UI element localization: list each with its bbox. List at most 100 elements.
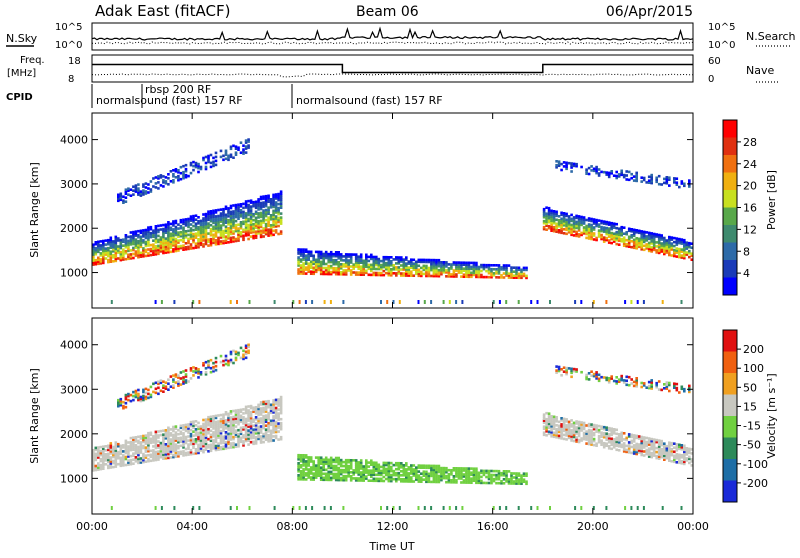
power-cell-673 xyxy=(230,211,233,214)
velocity-cell-712 xyxy=(237,429,240,432)
power-cell-1178 xyxy=(300,264,303,267)
power-cell-1153 xyxy=(242,144,245,147)
velocity-cell-1670 xyxy=(450,469,453,472)
velocity-cell-736 xyxy=(242,440,245,443)
power-cell-970 xyxy=(277,193,280,196)
velocity-cell-416 xyxy=(185,436,188,439)
velocity-cell-1014 xyxy=(135,390,138,393)
power-cell-2410 xyxy=(648,179,651,182)
power-cell-2295 xyxy=(678,238,681,241)
velocity-cell-346 xyxy=(170,432,173,435)
power-cell-2175 xyxy=(643,245,646,248)
velocity-cell-1724 xyxy=(470,467,473,470)
velocity-cell-457 xyxy=(192,420,195,423)
velocity-cell-2188 xyxy=(645,437,648,440)
velocity-cell-2279 xyxy=(673,442,676,445)
power-cell-1218 xyxy=(310,270,313,273)
velocity-cell-1468 xyxy=(380,466,383,469)
velocity-cell-1434 xyxy=(370,469,373,472)
velocity-cell-1229 xyxy=(312,472,315,475)
velocity-cell-1286 xyxy=(327,471,330,474)
power-cb-tick-label-0: 28 xyxy=(743,136,757,149)
power-cell-453 xyxy=(192,225,195,228)
power-cell-1430 xyxy=(370,274,373,277)
power-cell-2113 xyxy=(620,226,623,229)
velocity-cell-1007 xyxy=(130,394,133,397)
velocity-cell-1029 xyxy=(145,396,148,399)
velocity-cell-1401 xyxy=(360,471,363,474)
velocity-cell-696 xyxy=(235,429,238,432)
power-cell-561 xyxy=(212,226,215,229)
velocity-cell-2098 xyxy=(615,429,618,432)
power-cell-1086 xyxy=(185,168,188,171)
power-cell-2458 xyxy=(299,300,301,304)
power-cell-1025 xyxy=(142,189,145,192)
power-cell-1127 xyxy=(222,159,225,162)
power-cell-1690 xyxy=(460,275,463,278)
power-cell-479 xyxy=(197,226,200,229)
velocity-cell-200 xyxy=(140,441,143,444)
velocity-cell-848 xyxy=(260,425,263,428)
power-cell-1700 xyxy=(463,267,466,270)
power-cell-526 xyxy=(205,213,208,216)
velocity-cell-1678 xyxy=(455,479,458,482)
power-cell-1500 xyxy=(390,260,393,263)
power-cell-2265 xyxy=(668,236,671,239)
velocity-cell-1141 xyxy=(232,350,235,353)
power-cell-1614 xyxy=(430,259,433,262)
velocity-cell-446 xyxy=(192,453,195,456)
velocity-cell-2324 xyxy=(688,448,691,451)
velocity-cell-1378 xyxy=(352,459,355,462)
velocity-cell-1550 xyxy=(408,472,411,475)
power-cell-916 xyxy=(270,214,273,217)
velocity-cell-2239 xyxy=(660,440,663,443)
power-cell-1521 xyxy=(398,256,401,259)
velocity-cell-607 xyxy=(220,430,223,433)
velocity-cell-2099 xyxy=(618,449,621,452)
velocity-cell-1587 xyxy=(423,478,426,481)
power-cell-680 xyxy=(232,230,235,233)
power-cell-2278 xyxy=(673,241,676,244)
power-cell-2337 xyxy=(560,163,563,166)
velocity-cell-2020 xyxy=(593,444,596,447)
velocity-cell-1304 xyxy=(332,473,335,476)
velocity-cell-916 xyxy=(270,420,273,423)
power-cell-1855 xyxy=(545,212,548,215)
power-cell-1414 xyxy=(362,260,365,263)
power-cell-966 xyxy=(277,203,280,206)
power-cell-2408 xyxy=(645,181,648,184)
power-cell-1977 xyxy=(578,215,581,218)
velocity-cell-388 xyxy=(180,445,183,448)
velocity-cell-858 xyxy=(262,441,265,444)
power-cell-727 xyxy=(240,221,243,224)
power-cb-tick-label-5: 8 xyxy=(743,245,750,258)
velocity-cell-2200 xyxy=(650,452,653,455)
power-cell-1063 xyxy=(172,179,175,182)
velocity-cell-2339 xyxy=(563,366,566,369)
velocity-cell-1877 xyxy=(550,415,553,418)
power-cell-1654 xyxy=(445,275,448,278)
power-cell-1389 xyxy=(357,271,360,274)
power-cell-34 xyxy=(100,252,103,255)
power-cell-2163 xyxy=(638,230,641,233)
velocity-cell-51 xyxy=(105,463,108,466)
velocity-cell-1380 xyxy=(355,477,358,480)
power-cell-2373 xyxy=(605,171,608,174)
power-cell-64 xyxy=(107,247,110,250)
power-cell-1027 xyxy=(142,183,145,186)
power-cell-1840 xyxy=(543,226,546,229)
power-cell-2024 xyxy=(593,226,596,229)
beam-label: Beam 06 xyxy=(356,4,419,20)
power-cell-216 xyxy=(145,249,148,252)
power-cell-427 xyxy=(187,230,190,233)
velocity-cell-913 xyxy=(270,430,273,433)
power-cell-2488 xyxy=(637,300,639,304)
power-cell-67 xyxy=(107,239,110,242)
velocity-cell-2217 xyxy=(655,455,658,458)
power-cell-2366 xyxy=(595,166,598,169)
velocity-cell-378 xyxy=(177,451,180,454)
velocity-cell-1825 xyxy=(518,472,521,475)
velocity-cell-1739 xyxy=(475,467,478,470)
velocity-cell-1858 xyxy=(548,431,551,434)
power-cell-763 xyxy=(247,238,250,241)
